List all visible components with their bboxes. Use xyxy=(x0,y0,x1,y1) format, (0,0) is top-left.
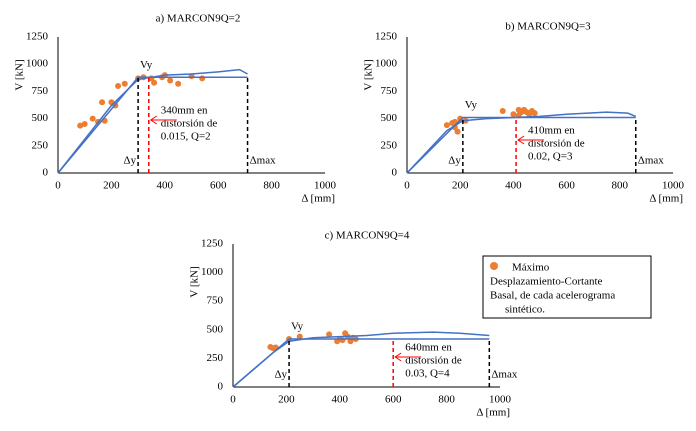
x-axis-label: Δ [mm] xyxy=(301,193,335,205)
x-tick-label: 600 xyxy=(210,180,227,192)
data-point xyxy=(510,111,517,118)
legend-box xyxy=(482,255,652,319)
marker-label: Δy xyxy=(448,155,461,167)
x-tick-label: 0 xyxy=(55,180,61,192)
marker-label: Δmax xyxy=(250,155,277,167)
y-tick-label: 0 xyxy=(218,381,224,393)
y-tick-label: 1250 xyxy=(375,31,398,43)
legend-label: Basal, de cada acelerograma xyxy=(490,290,615,302)
data-point xyxy=(99,99,106,106)
x-tick-label: 0 xyxy=(404,180,410,192)
data-point xyxy=(89,115,96,122)
annotation-arrow xyxy=(394,352,422,362)
x-tick-label: 600 xyxy=(385,394,402,406)
data-point xyxy=(339,337,346,344)
curve xyxy=(57,76,248,174)
data-point xyxy=(454,128,461,135)
x-axis-label: Δ [mm] xyxy=(476,407,510,419)
y-axis-label: V [kN] xyxy=(363,59,375,90)
yield-label: Vy xyxy=(140,59,153,71)
yield-label: Vy xyxy=(465,99,478,111)
data-point xyxy=(326,331,333,338)
x-tick-label: 800 xyxy=(263,180,280,192)
annotation: 0.02, Q=3 xyxy=(528,151,573,163)
data-point xyxy=(296,333,303,340)
data-point xyxy=(531,110,538,117)
x-tick-label: 400 xyxy=(157,180,174,192)
x-tick-label: 800 xyxy=(612,180,629,192)
y-tick-label: 750 xyxy=(207,295,224,307)
x-tick-label: 1000 xyxy=(489,394,512,406)
x-tick-label: 400 xyxy=(505,180,522,192)
data-point xyxy=(115,82,122,89)
data-point xyxy=(121,80,128,87)
annotation: 640mm en xyxy=(405,342,452,354)
curve xyxy=(406,116,636,174)
annotation-arrow xyxy=(149,115,177,125)
legend-label: sintético. xyxy=(505,304,545,316)
data-point xyxy=(81,121,88,128)
x-tick-label: 800 xyxy=(438,394,455,406)
annotation: 0.03, Q=4 xyxy=(405,368,450,380)
data-point xyxy=(167,77,174,84)
y-tick-label: 500 xyxy=(207,323,224,335)
curve xyxy=(406,111,637,174)
y-tick-label: 500 xyxy=(381,112,398,124)
data-point xyxy=(151,79,158,86)
legend-marker xyxy=(490,262,498,270)
x-tick-label: 600 xyxy=(558,180,575,192)
y-tick-label: 1000 xyxy=(201,266,224,278)
y-tick-label: 1000 xyxy=(26,58,49,70)
x-tick-label: 0 xyxy=(230,394,236,406)
curve xyxy=(232,331,490,388)
legend-label: Máximo xyxy=(512,262,550,274)
data-point xyxy=(77,122,84,129)
y-tick-label: 250 xyxy=(32,139,49,151)
data-point xyxy=(443,122,450,129)
y-tick-label: 250 xyxy=(381,139,398,151)
y-tick-label: 0 xyxy=(392,167,398,179)
chart-title: a) MARCON9Q=2 xyxy=(156,13,241,25)
x-tick-label: 200 xyxy=(278,394,295,406)
annotation: 340mm en xyxy=(161,105,208,117)
annotation: 410mm en xyxy=(528,125,575,137)
y-tick-label: 750 xyxy=(32,85,49,97)
annotation: distorsión de xyxy=(161,118,218,130)
data-point xyxy=(175,80,182,87)
y-tick-label: 1250 xyxy=(201,238,224,250)
x-tick-label: 1000 xyxy=(314,180,337,192)
y-tick-label: 1250 xyxy=(26,31,49,43)
annotation: distorsión de xyxy=(528,138,585,150)
y-axis-label: V [kN] xyxy=(14,59,26,90)
y-tick-label: 500 xyxy=(32,112,49,124)
marker-label: Δmax xyxy=(638,155,665,167)
curve xyxy=(57,68,248,174)
chart-title: c) MARCON9Q=4 xyxy=(325,230,410,242)
annotation: 0.015, Q=2 xyxy=(161,131,211,143)
x-tick-label: 400 xyxy=(332,394,349,406)
data-point xyxy=(499,107,506,114)
y-tick-label: 0 xyxy=(43,167,49,179)
marker-label: Δmax xyxy=(491,369,518,381)
x-tick-label: 200 xyxy=(103,180,120,192)
marker-label: Δy xyxy=(124,155,137,167)
yield-label: Vy xyxy=(291,320,304,332)
data-point xyxy=(457,115,464,122)
x-axis-label: Δ [mm] xyxy=(649,193,683,205)
data-point xyxy=(199,75,206,82)
marker-label: Δy xyxy=(274,369,287,381)
y-tick-label: 750 xyxy=(381,85,398,97)
legend-label: Desplazamiento-Cortante xyxy=(490,276,603,288)
chart-title: b) MARCON9Q=3 xyxy=(505,21,591,33)
annotation: distorsión de xyxy=(405,355,462,367)
annotation-arrow xyxy=(517,135,545,145)
y-tick-label: 1000 xyxy=(375,58,398,70)
y-tick-label: 250 xyxy=(207,352,224,364)
x-tick-label: 200 xyxy=(452,180,469,192)
x-tick-label: 1000 xyxy=(662,180,685,192)
y-axis-label: V [kN] xyxy=(189,266,201,297)
